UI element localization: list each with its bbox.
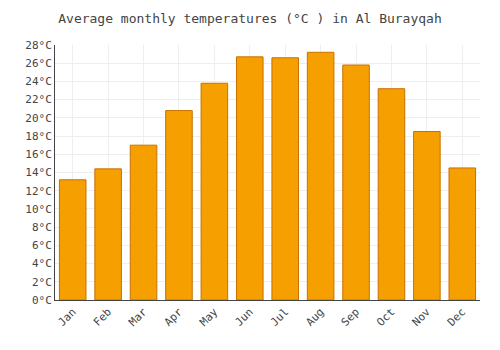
svg-text:Mar: Mar — [126, 305, 150, 329]
svg-text:Aug: Aug — [303, 306, 326, 329]
svg-text:28°C: 28°C — [25, 39, 52, 52]
svg-text:Jul: Jul — [268, 306, 291, 329]
svg-text:10°C: 10°C — [25, 203, 52, 216]
svg-text:14°C: 14°C — [25, 166, 52, 179]
svg-text:16°C: 16°C — [25, 148, 52, 161]
svg-text:Oct: Oct — [374, 306, 397, 329]
svg-text:18°C: 18°C — [25, 130, 52, 143]
svg-text:0°C: 0°C — [32, 294, 52, 307]
svg-text:Feb: Feb — [91, 306, 114, 329]
svg-text:26°C: 26°C — [25, 57, 52, 70]
svg-text:4°C: 4°C — [32, 257, 52, 270]
svg-text:Average monthly temperatures (: Average monthly temperatures (°C ) in Al… — [58, 11, 442, 26]
svg-text:Sep: Sep — [339, 306, 362, 329]
svg-text:24°C: 24°C — [25, 75, 52, 88]
svg-text:Jun: Jun — [233, 306, 256, 329]
svg-text:12°C: 12°C — [25, 185, 52, 198]
svg-text:Dec: Dec — [445, 306, 468, 329]
svg-text:Apr: Apr — [162, 305, 186, 329]
svg-text:22°C: 22°C — [25, 93, 52, 106]
svg-text:May: May — [197, 305, 221, 329]
svg-text:8°C: 8°C — [32, 221, 52, 234]
svg-text:2°C: 2°C — [32, 276, 52, 289]
svg-text:Nov: Nov — [410, 305, 434, 329]
svg-text:6°C: 6°C — [32, 239, 52, 252]
svg-text:Jan: Jan — [55, 306, 78, 329]
svg-text:20°C: 20°C — [25, 112, 52, 125]
